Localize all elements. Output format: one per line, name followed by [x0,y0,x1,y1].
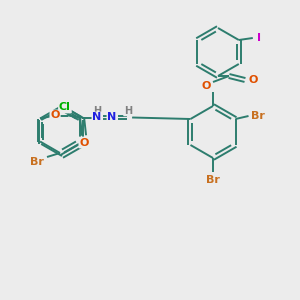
Text: H: H [93,106,101,116]
Text: Br: Br [30,157,44,167]
Text: H: H [124,106,132,116]
Text: O: O [50,110,60,121]
Text: Cl: Cl [59,103,71,112]
Text: Br: Br [250,111,265,121]
Text: O: O [80,137,89,148]
Text: Br: Br [206,175,220,185]
Text: N: N [107,112,117,122]
Text: O: O [201,81,211,91]
Text: N: N [92,112,102,122]
Text: O: O [248,75,258,85]
Text: I: I [257,33,261,43]
